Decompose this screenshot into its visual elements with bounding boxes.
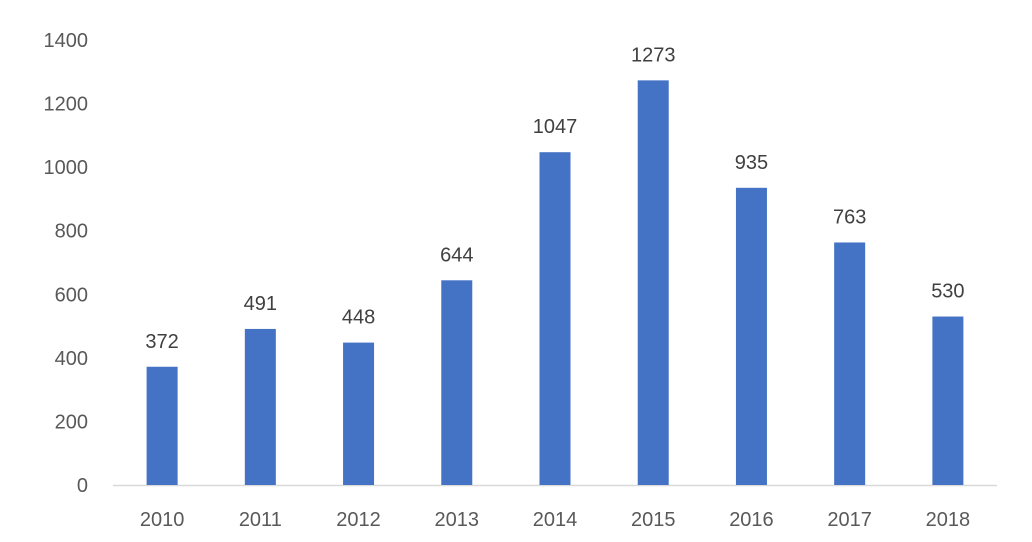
y-tick-label: 200: [55, 411, 88, 433]
y-tick-label: 600: [55, 284, 88, 306]
x-axis-tick-labels: 2010 2011 2012 2013 2014 2015 2016 2017 2018: [140, 509, 970, 531]
bar-2016: [735, 187, 767, 485]
data-label-2018: 530: [931, 281, 964, 303]
bar-2010: [146, 366, 178, 485]
bar-2015: [637, 80, 669, 485]
bar-2013: [441, 280, 473, 485]
x-tick-label-2017: 2017: [827, 509, 872, 531]
y-axis-tick-labels: 0 200 400 600 800 1000 1200 1400: [44, 30, 89, 497]
y-tick-label: 400: [55, 348, 88, 370]
bar-2011: [244, 328, 276, 485]
y-tick-label: 0: [77, 475, 88, 497]
x-tick-label-2012: 2012: [336, 509, 381, 531]
y-tick-label: 1000: [44, 157, 89, 179]
x-tick-label-2016: 2016: [729, 509, 774, 531]
bar-2014: [539, 152, 571, 486]
y-tick-label: 1400: [44, 30, 89, 52]
x-tick-label-2011: 2011: [239, 509, 282, 531]
x-tick-label-2015: 2015: [631, 509, 676, 531]
x-tick-label-2013: 2013: [435, 509, 480, 531]
x-tick-label-2014: 2014: [533, 509, 578, 531]
data-labels-group: 372 491 448 644 1047 1273 935 763 530: [145, 44, 964, 352]
data-label-2013: 644: [440, 244, 473, 266]
bar-2017: [834, 242, 866, 485]
bar-2018: [932, 316, 964, 485]
data-label-2011: 491: [244, 293, 277, 315]
x-tick-label-2018: 2018: [926, 509, 971, 531]
data-label-2015: 1273: [631, 44, 676, 66]
data-label-2012: 448: [342, 307, 375, 329]
bar-2012: [343, 342, 375, 485]
y-tick-label: 800: [55, 221, 88, 243]
y-tick-label: 1200: [44, 94, 89, 116]
x-tick-label-2010: 2010: [140, 509, 185, 531]
data-label-2016: 935: [735, 152, 768, 174]
data-label-2010: 372: [145, 331, 178, 353]
bars-group: [146, 80, 964, 486]
data-label-2017: 763: [833, 206, 866, 228]
data-label-2014: 1047: [533, 116, 578, 138]
